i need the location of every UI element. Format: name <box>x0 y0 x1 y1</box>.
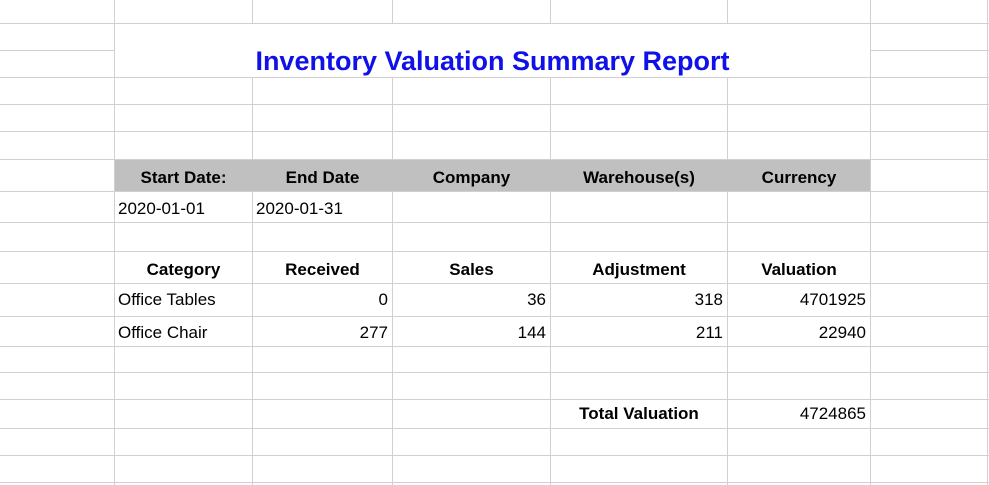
start-date-value[interactable]: 2020-01-01 <box>118 199 205 218</box>
grid-line <box>727 0 728 485</box>
grid-line <box>0 372 989 373</box>
info-header-end-date[interactable]: End Date <box>285 168 360 187</box>
row-2-received[interactable]: 277 <box>359 323 388 342</box>
end-date-value[interactable]: 2020-01-31 <box>256 199 343 218</box>
company-value[interactable] <box>393 194 550 224</box>
row-2-adjustment[interactable]: 211 <box>695 323 723 342</box>
report-title: Inventory Valuation Summary Report <box>255 46 730 76</box>
row-1-category[interactable]: Office Tables <box>118 290 216 309</box>
grid-line <box>0 131 989 132</box>
grid-line <box>0 159 989 160</box>
grid-line <box>0 428 989 429</box>
grid-line <box>0 222 989 223</box>
grid-line <box>114 0 115 485</box>
row-1-received[interactable]: 0 <box>378 290 388 309</box>
row-1-valuation[interactable]: 4701925 <box>799 290 866 309</box>
grid-line <box>0 482 989 483</box>
info-header-band <box>115 160 870 191</box>
grid-line <box>252 0 253 485</box>
grid-line <box>550 0 551 485</box>
table-header-valuation[interactable]: Valuation <box>761 260 837 279</box>
grid-line <box>0 316 989 317</box>
warehouses-value[interactable] <box>551 194 727 224</box>
currency-value[interactable] <box>728 194 870 224</box>
total-valuation-label[interactable]: Total Valuation <box>579 404 699 423</box>
row-1-adjustment[interactable]: 318 <box>694 290 723 309</box>
total-valuation-value[interactable]: 4724865 <box>799 404 866 423</box>
row-1-sales[interactable]: 36 <box>527 290 546 309</box>
row-2-sales[interactable]: 144 <box>517 323 546 342</box>
row-2-valuation[interactable]: 22940 <box>818 323 866 342</box>
table-header-adjustment[interactable]: Adjustment <box>592 260 686 279</box>
grid-line <box>870 0 871 485</box>
grid-line <box>0 283 989 284</box>
row-2-category[interactable]: Office Chair <box>118 323 208 342</box>
info-header-warehouses[interactable]: Warehouse(s) <box>583 168 695 187</box>
merged-title-cell <box>115 24 870 77</box>
info-header-start-date[interactable]: Start Date: <box>140 168 227 187</box>
grid-line <box>0 251 989 252</box>
info-header-currency[interactable]: Currency <box>761 168 837 187</box>
grid-line <box>392 0 393 485</box>
table-header-category[interactable]: Category <box>146 260 221 279</box>
grid-line <box>0 191 989 192</box>
grid-line <box>0 399 989 400</box>
table-header-sales[interactable]: Sales <box>449 260 494 279</box>
grid-line <box>0 23 989 24</box>
grid-line <box>0 346 989 347</box>
table-header-received[interactable]: Received <box>285 260 360 279</box>
grid-line <box>0 455 989 456</box>
grid-line <box>987 0 988 485</box>
info-header-company[interactable]: Company <box>432 168 511 187</box>
grid-line <box>0 104 989 105</box>
grid-line <box>0 77 989 78</box>
